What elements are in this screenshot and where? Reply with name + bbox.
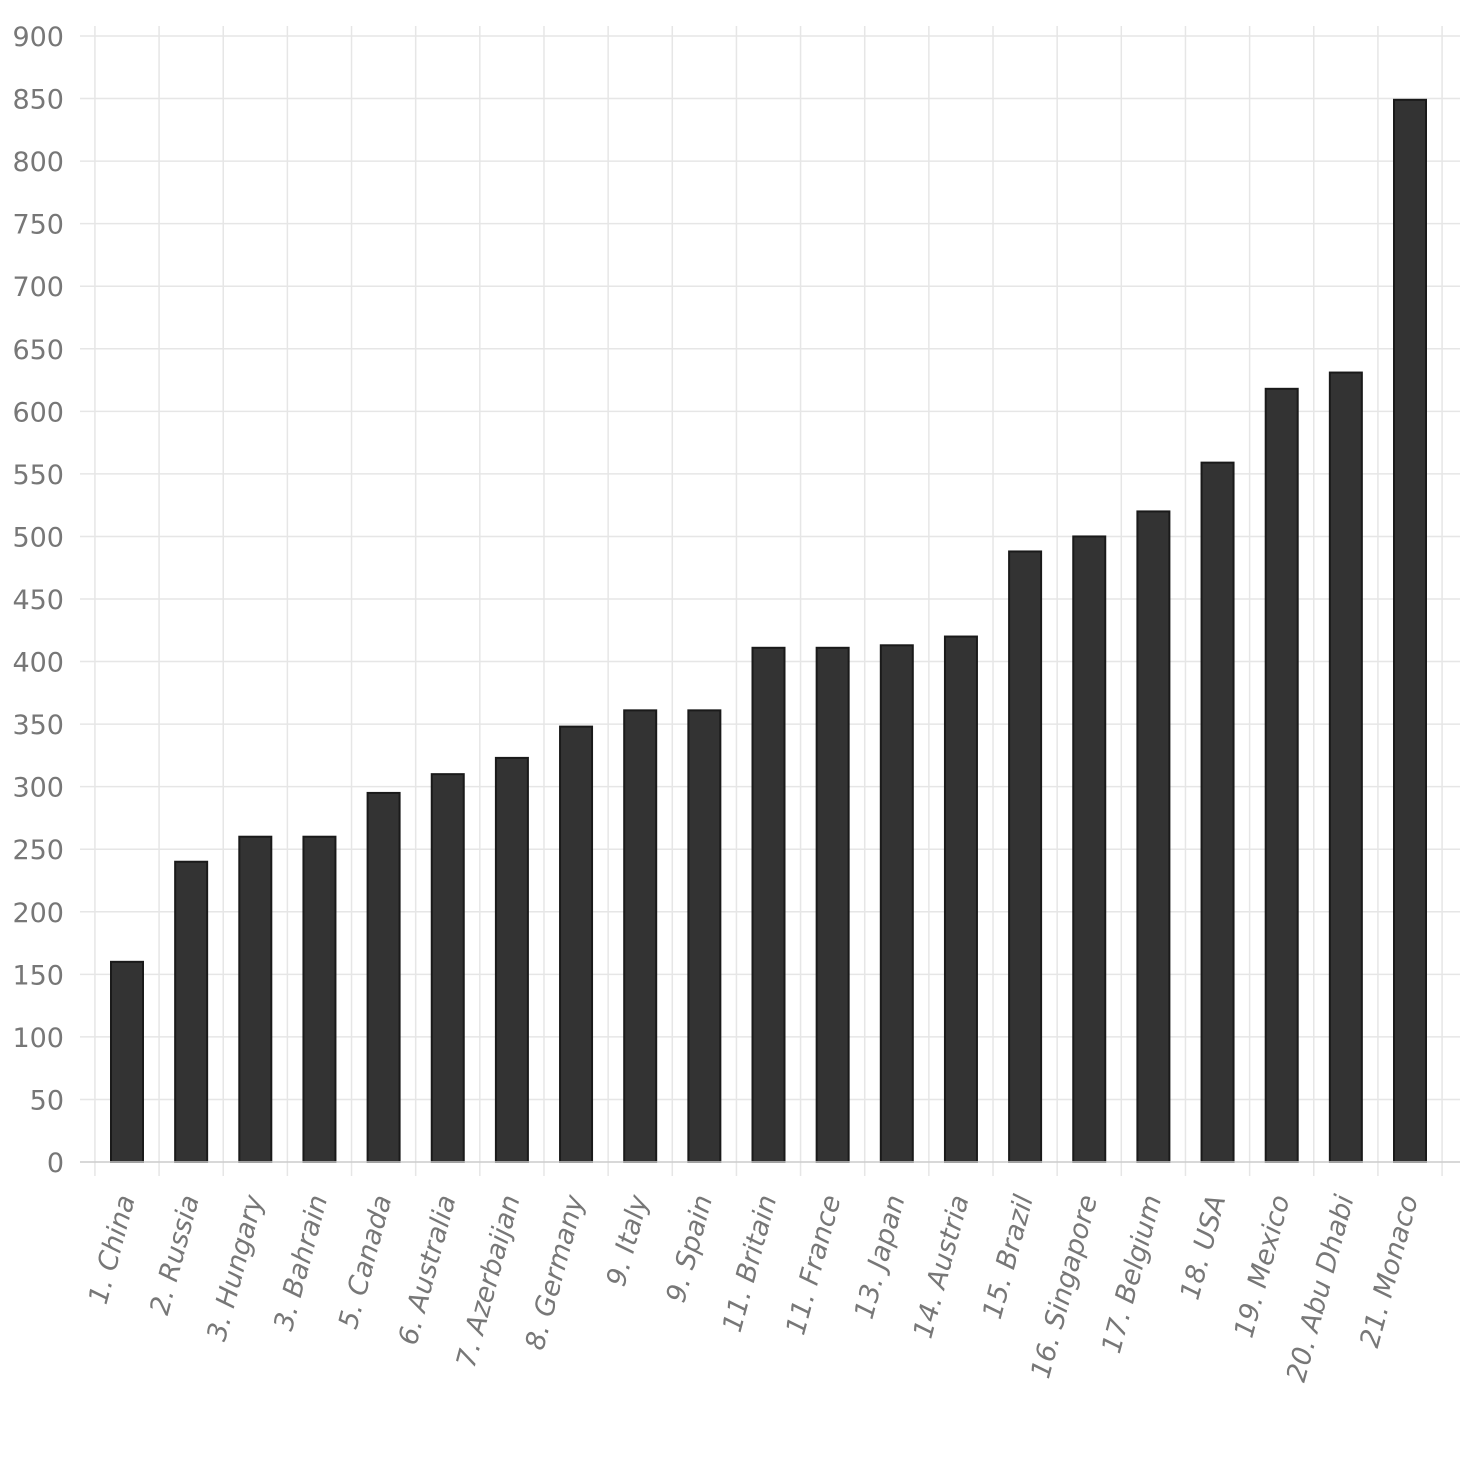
y-tick-label: 100 <box>12 1023 64 1054</box>
x-tick-label: 16. Singapore <box>1025 1192 1104 1382</box>
bars <box>110 98 1427 1164</box>
x-tick-label: 17. Belgium <box>1096 1192 1168 1357</box>
bar <box>1008 550 1043 1163</box>
x-tick-label: 20. Abu Dhabi <box>1281 1191 1361 1385</box>
bar <box>559 725 594 1163</box>
x-tick-label: 18. USA <box>1175 1192 1233 1303</box>
bar <box>366 791 401 1164</box>
bar <box>1136 510 1171 1163</box>
y-tick-label: 500 <box>12 522 64 553</box>
x-tick-label: 9. Spain <box>661 1192 719 1306</box>
y-tick-label: 300 <box>12 773 64 804</box>
x-tick-label: 5. Canada <box>333 1192 398 1332</box>
y-tick-label: 650 <box>12 335 64 366</box>
bar <box>430 773 465 1164</box>
gridlines <box>80 26 1460 1176</box>
x-tick-label: 15. Brazil <box>977 1191 1040 1322</box>
y-tick-label: 900 <box>12 22 64 53</box>
y-tick-label: 800 <box>12 147 64 178</box>
x-tick-label: 9. Italy <box>601 1191 655 1290</box>
bar <box>174 860 209 1163</box>
x-tick-label: 21. Monaco <box>1354 1192 1424 1351</box>
y-tick-label: 750 <box>12 210 64 241</box>
x-tick-label: 3. Bahrain <box>268 1192 334 1334</box>
bar <box>687 709 722 1163</box>
y-tick-label: 150 <box>12 960 64 991</box>
x-tick-label: 14. Austria <box>908 1192 976 1342</box>
bar <box>1328 371 1363 1163</box>
y-tick-label: 0 <box>47 1148 64 1179</box>
y-tick-label: 700 <box>12 272 64 303</box>
bar <box>494 756 529 1163</box>
x-tick-label: 2. Russia <box>144 1192 206 1318</box>
bar <box>1264 387 1299 1163</box>
x-tick-label: 11. Britain <box>717 1192 783 1336</box>
bar <box>943 635 978 1163</box>
bar <box>1200 461 1235 1163</box>
bar <box>623 709 658 1163</box>
bar <box>110 960 144 1163</box>
bar <box>302 835 337 1163</box>
y-tick-label: 250 <box>12 835 64 866</box>
x-tick-label: 7. Azerbaijan <box>451 1192 527 1371</box>
x-tick-label: 1. China <box>83 1192 142 1308</box>
y-tick-label: 350 <box>12 710 64 741</box>
y-tick-label: 550 <box>12 460 64 491</box>
y-tick-label: 850 <box>12 85 64 116</box>
bar <box>1393 98 1427 1164</box>
y-tick-labels: 0 50 100 150 200 250 300 350 400 450 500 550 600 650 7… <box>12 22 64 1179</box>
x-tick-label: 3. Hungary <box>201 1191 270 1345</box>
y-tick-label: 50 <box>30 1085 64 1116</box>
y-tick-label: 200 <box>12 898 64 929</box>
x-tick-label: 6. Australia <box>393 1192 463 1349</box>
y-tick-label: 400 <box>12 648 64 679</box>
x-tick-label: 13. Japan <box>849 1192 912 1323</box>
x-tick-label: 19. Mexico <box>1229 1192 1297 1341</box>
bar <box>879 644 914 1163</box>
bar <box>751 646 786 1163</box>
y-tick-label: 450 <box>12 585 64 616</box>
y-tick-label: 600 <box>12 397 64 428</box>
bar <box>238 835 273 1163</box>
x-tick-label: 11. France <box>780 1192 847 1338</box>
x-tick-label: 8. Germany <box>520 1191 591 1354</box>
bar <box>1072 535 1107 1163</box>
bar <box>815 646 850 1163</box>
